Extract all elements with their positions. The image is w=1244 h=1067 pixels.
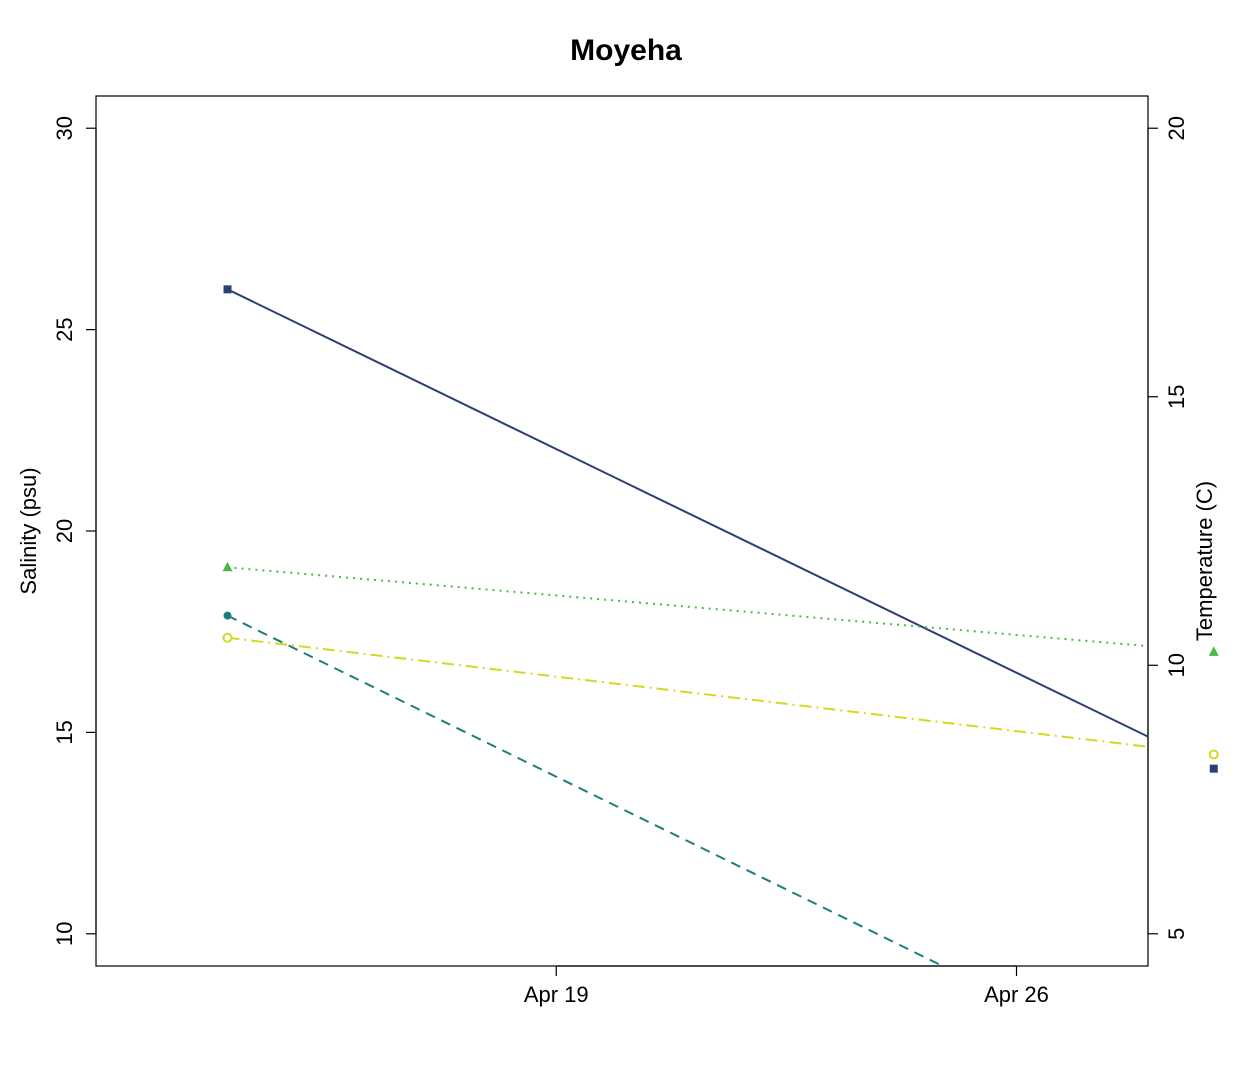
series-2-marker — [1208, 646, 1219, 656]
series-2-line — [227, 566, 1148, 648]
x-tick-label: Apr 19 — [524, 982, 589, 1007]
y-right-tick-label: 20 — [1164, 116, 1189, 140]
y-left-axis-label: Salinity (psu) — [16, 467, 41, 594]
series-4-marker — [222, 632, 233, 643]
series-3-marker — [223, 611, 232, 620]
series-1-marker — [223, 285, 232, 294]
y-left-tick-label: 15 — [52, 720, 77, 744]
y-left-tick-label: 30 — [52, 116, 77, 140]
y-left-tick-label: 25 — [52, 317, 77, 341]
y-right-axis-label: Temperature (C) — [1192, 481, 1217, 641]
series-4-marker — [1208, 749, 1219, 760]
series-3-line — [227, 614, 945, 966]
series-4-line — [227, 636, 1148, 748]
plot-frame — [95, 95, 1149, 967]
y-left-tick-label: 20 — [52, 519, 77, 543]
y-left-tick-label: 10 — [52, 922, 77, 946]
y-right-tick-label: 10 — [1164, 653, 1189, 677]
y-right-tick-label: 5 — [1164, 928, 1189, 940]
y-right-tick-label: 15 — [1164, 384, 1189, 408]
series-1-marker — [1209, 764, 1218, 773]
x-tick-label: Apr 26 — [984, 982, 1049, 1007]
series-1-line — [227, 288, 1148, 738]
plot-area: Apr 19 Apr 26 10 15 20 25 30 Salinity (psu) 5 10 1… — [16, 95, 1219, 1007]
series-2-marker — [222, 561, 233, 572]
chart-title: Moyeha — [570, 34, 682, 67]
